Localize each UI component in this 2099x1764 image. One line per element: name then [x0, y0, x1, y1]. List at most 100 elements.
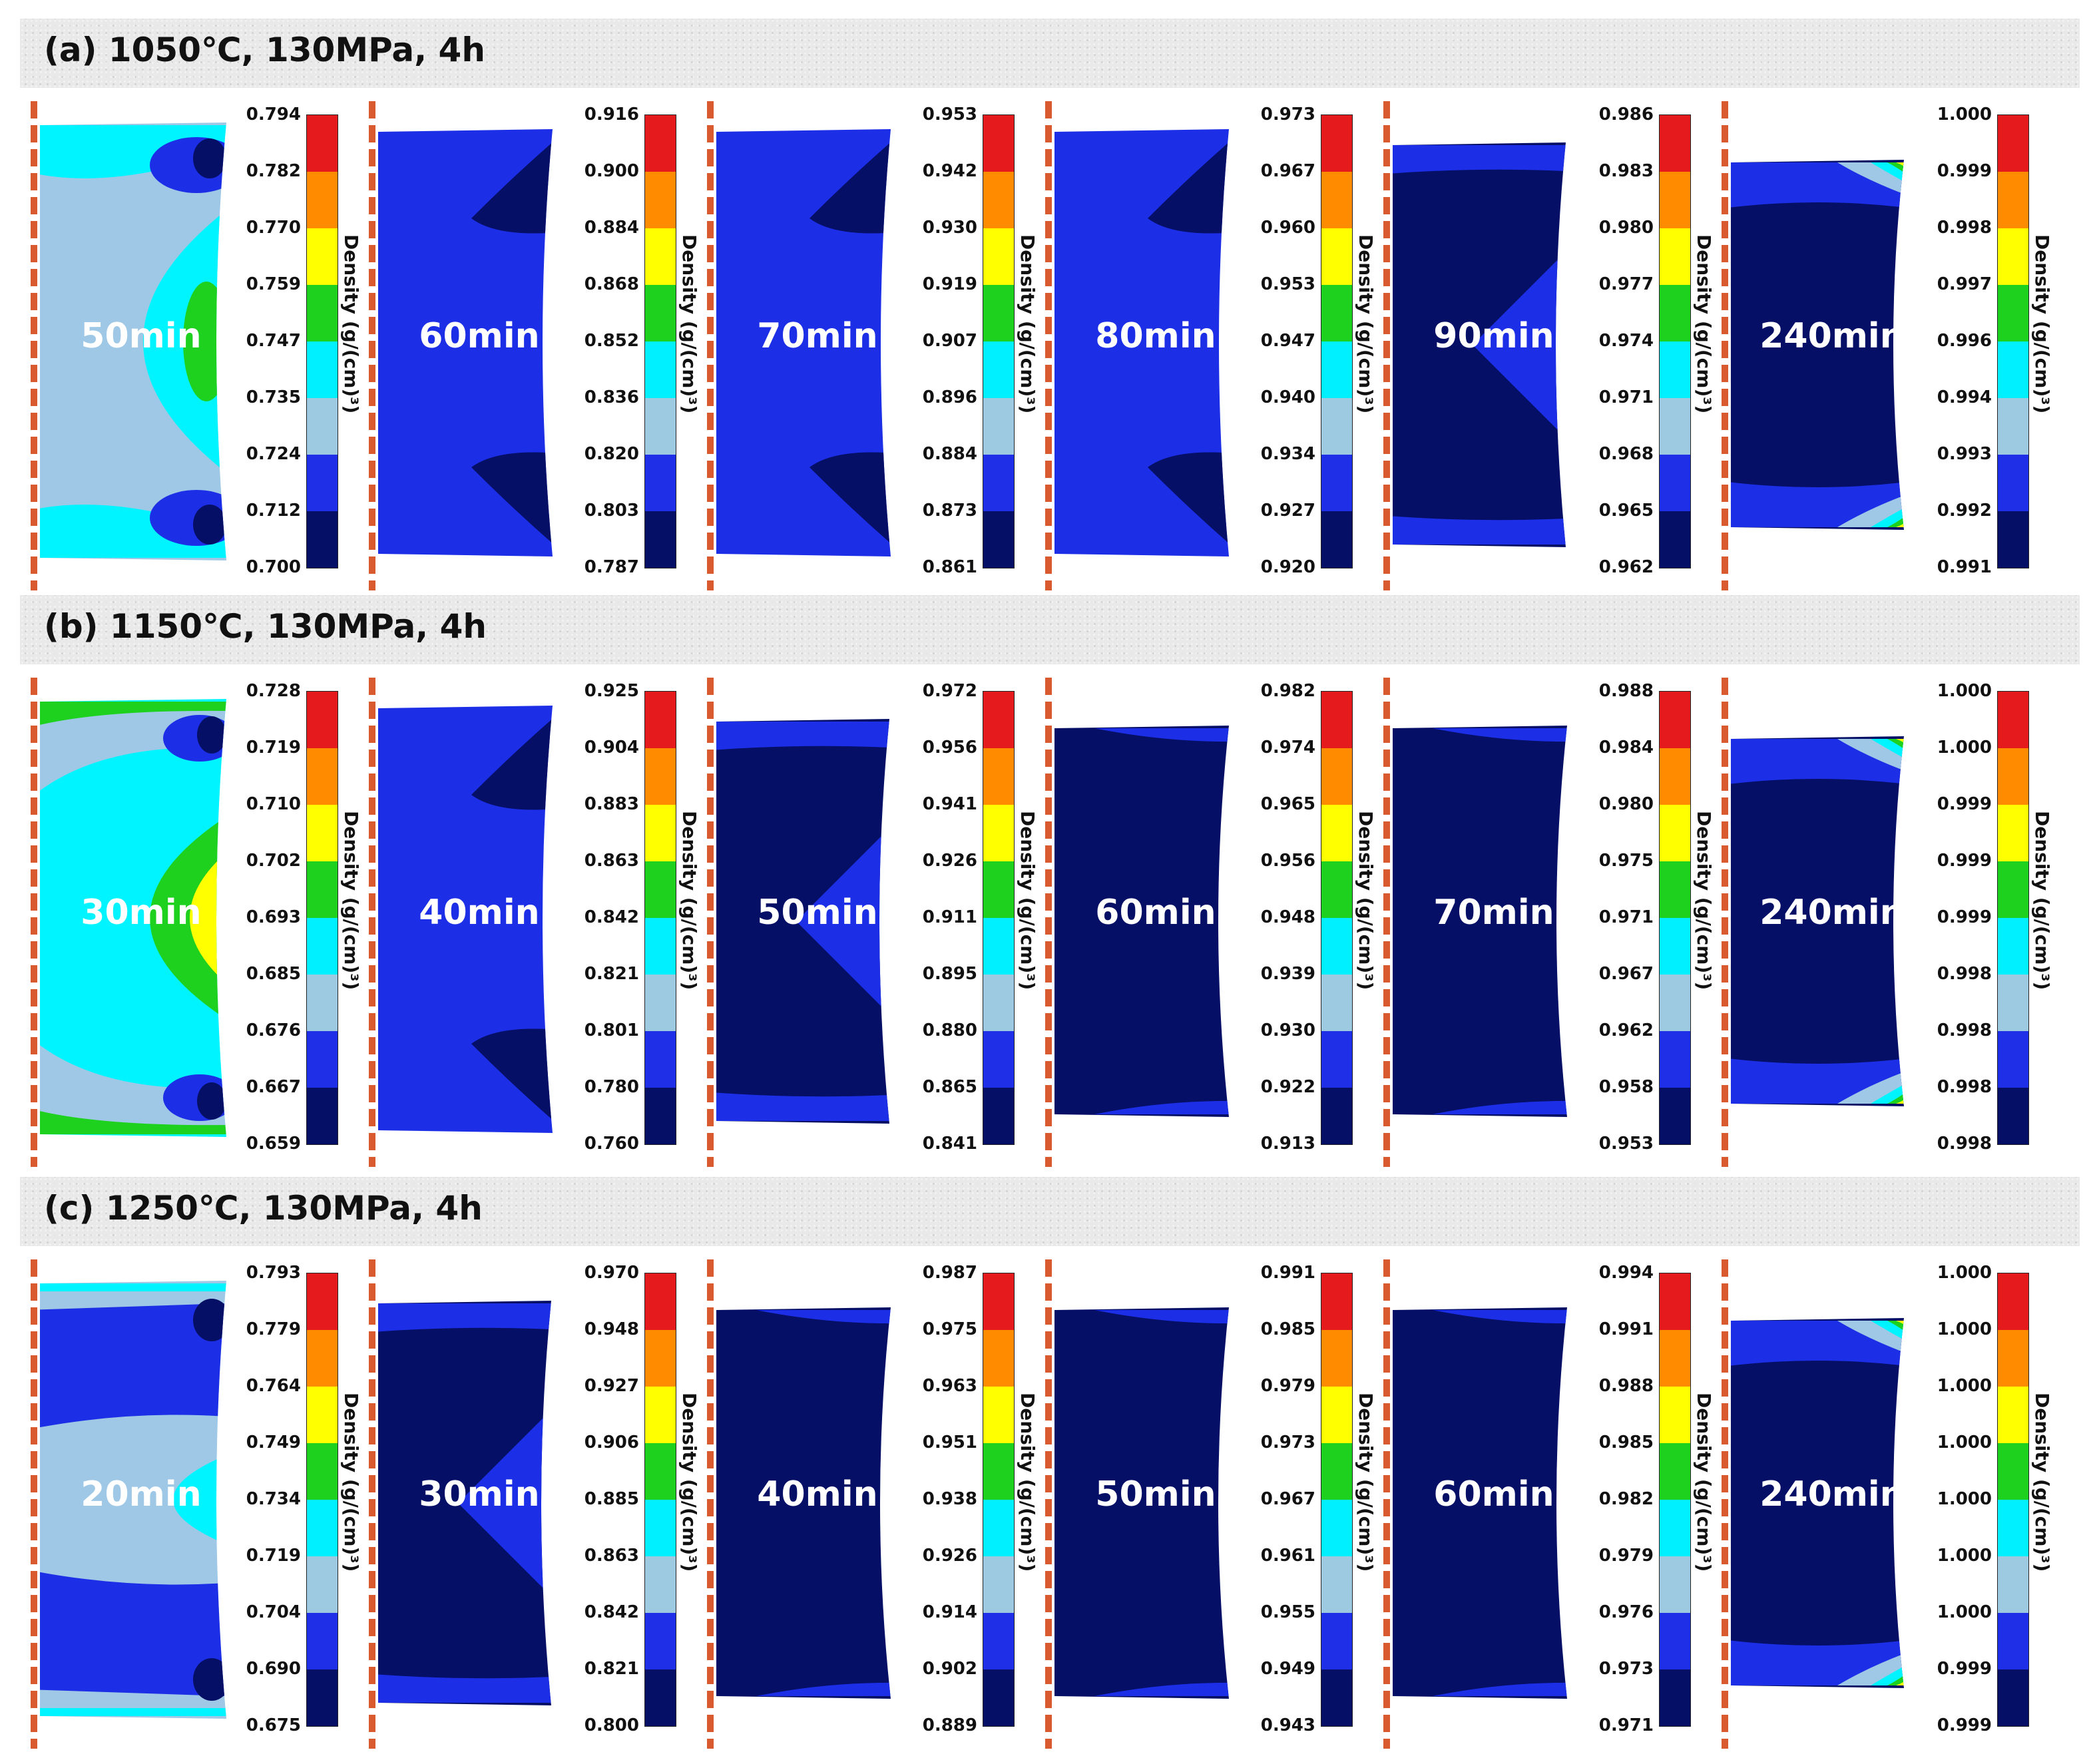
colorbar-tick-label: 0.962	[1598, 1020, 1654, 1040]
colorbar-segment	[1660, 1500, 1690, 1556]
colorbar-segment	[983, 511, 1014, 568]
colorbar-segment	[1321, 341, 1352, 398]
contour-navy-top	[471, 708, 553, 810]
contour-blue-bottom	[1094, 1682, 1229, 1696]
contour-blue-top	[1393, 145, 1566, 174]
contour-body	[378, 706, 553, 1133]
colorbar-tick-label: 0.710	[246, 794, 301, 814]
colorbar-segment	[1321, 1387, 1352, 1443]
colorbar-tick-label: 0.948	[584, 1319, 639, 1339]
contour-cyan-bottom	[1871, 1659, 1904, 1685]
colorbar-label: Density (g/(cm)³)	[1017, 234, 1039, 414]
contour-blue-bottom	[1393, 515, 1566, 545]
contour-plot	[40, 122, 226, 560]
time-label: 60min	[1095, 892, 1216, 933]
colorbar-tick-label: 0.895	[922, 964, 977, 984]
colorbar-segment	[307, 1387, 338, 1443]
colorbar-tick-label: 0.930	[922, 218, 977, 238]
colorbar-tick-label: 0.953	[922, 105, 977, 124]
colorbar-segment	[1321, 1556, 1352, 1613]
colorbar-tick-label: 0.991	[1260, 1263, 1315, 1283]
colorbar-tick-label: 0.782	[246, 161, 301, 181]
colorbar	[983, 691, 1015, 1145]
colorbar-tick-label: 0.889	[922, 1715, 977, 1735]
colorbar-tick-label: 0.985	[1598, 1433, 1654, 1452]
colorbar-segment	[983, 1669, 1014, 1726]
colorbar-segment	[1660, 1556, 1690, 1613]
colorbar-segment	[1660, 1443, 1690, 1500]
colorbar-tick-label: 1.000	[1937, 1376, 1992, 1396]
colorbar-tick-label: 1.000	[1937, 681, 1992, 701]
colorbar-segment	[645, 1330, 676, 1387]
colorbar-segment	[1660, 1088, 1690, 1144]
symmetry-axis	[1722, 101, 1728, 590]
colorbar-tick-label: 0.963	[922, 1376, 977, 1396]
contour-navy-top	[810, 132, 891, 234]
colorbar-segment	[1998, 1613, 2028, 1669]
colorbar-tick-label: 0.968	[1598, 444, 1654, 464]
colorbar-segment	[1660, 455, 1690, 511]
colorbar-label: Density (g/(cm)³)	[678, 811, 700, 991]
time-label: 240min	[1759, 1474, 1905, 1514]
colorbar-tick-label: 1.000	[1937, 1489, 1992, 1509]
contour-body	[716, 1307, 891, 1699]
colorbar-tick-label: 0.842	[584, 1602, 639, 1622]
colorbar-segment	[1321, 692, 1352, 748]
colorbar-segment	[307, 1613, 338, 1669]
colorbar-segment	[645, 1669, 676, 1726]
colorbar-segment	[645, 285, 676, 341]
colorbar-tick-label: 0.982	[1260, 681, 1315, 701]
colorbar-tick-label: 0.998	[1937, 964, 1992, 984]
contour-cyan-bottom	[1871, 1077, 1904, 1104]
colorbar-tick-label: 0.675	[246, 1715, 301, 1735]
contour-plot	[1393, 726, 1567, 1117]
colorbar-label: Density (g/(cm)³)	[1355, 234, 1377, 414]
colorbar-tick-label: 0.884	[922, 444, 977, 464]
contour-navy-top	[1148, 132, 1229, 234]
colorbar-segment	[1321, 1330, 1352, 1387]
colorbar-tick-label: 0.863	[584, 851, 639, 871]
contour-navy	[1731, 1318, 1904, 1688]
contour-plot	[1731, 1318, 1904, 1688]
contour-plot	[1731, 160, 1904, 530]
colorbar-segment	[1321, 1669, 1352, 1726]
colorbar-tick-label: 0.760	[584, 1134, 639, 1154]
colorbar-segment	[1660, 511, 1690, 568]
row-header-band: (a) 1050℃, 130MPa, 4h	[20, 19, 2080, 88]
contour-body	[1731, 160, 1904, 530]
colorbar-tick-label: 0.938	[922, 1489, 977, 1509]
contour-plot	[40, 1281, 226, 1719]
colorbar-segment	[1998, 398, 2028, 455]
colorbar-label: Density (g/(cm)³)	[1693, 811, 1715, 991]
colorbar-segment	[1660, 398, 1690, 455]
contour-blue-bottom	[1433, 1100, 1567, 1114]
colorbar-segment	[307, 975, 338, 1031]
contour-panel: 30min 0.970 0.948 0.927 0.906 0.885 0.863 0.842…	[365, 1259, 701, 1749]
colorbar-segment	[983, 1330, 1014, 1387]
contour-navy-top	[471, 132, 553, 234]
colorbar-segment	[1321, 1273, 1352, 1330]
colorbar	[306, 691, 338, 1145]
colorbar	[644, 114, 676, 568]
contour-cyan-bottom	[40, 1708, 226, 1716]
contour-navy-bottom	[197, 1082, 226, 1120]
colorbar-tick-label: 0.690	[246, 1659, 301, 1679]
colorbar-tick-label: 1.000	[1937, 105, 1992, 124]
colorbar-tick-label: 0.965	[1260, 794, 1315, 814]
contour-navy	[1054, 1307, 1229, 1699]
colorbar-tick-label: 0.999	[1937, 907, 1992, 927]
time-label: 70min	[1433, 892, 1554, 933]
colorbar-segment	[983, 455, 1014, 511]
colorbar-segment	[645, 861, 676, 918]
symmetry-axis	[1383, 101, 1390, 590]
contour-blue-bottom	[40, 1570, 226, 1696]
contour-navy	[1393, 726, 1567, 1117]
colorbar-segment	[1321, 511, 1352, 568]
colorbar-tick-label: 0.920	[1260, 557, 1315, 577]
colorbar-tick-label: 0.979	[1598, 1546, 1654, 1566]
colorbar-segment	[1998, 748, 2028, 805]
contour-blue-bottom	[378, 1673, 551, 1703]
colorbar	[1997, 691, 2029, 1145]
colorbar-tick-label: 0.911	[922, 907, 977, 927]
colorbar-tick-label: 0.927	[1260, 501, 1315, 521]
